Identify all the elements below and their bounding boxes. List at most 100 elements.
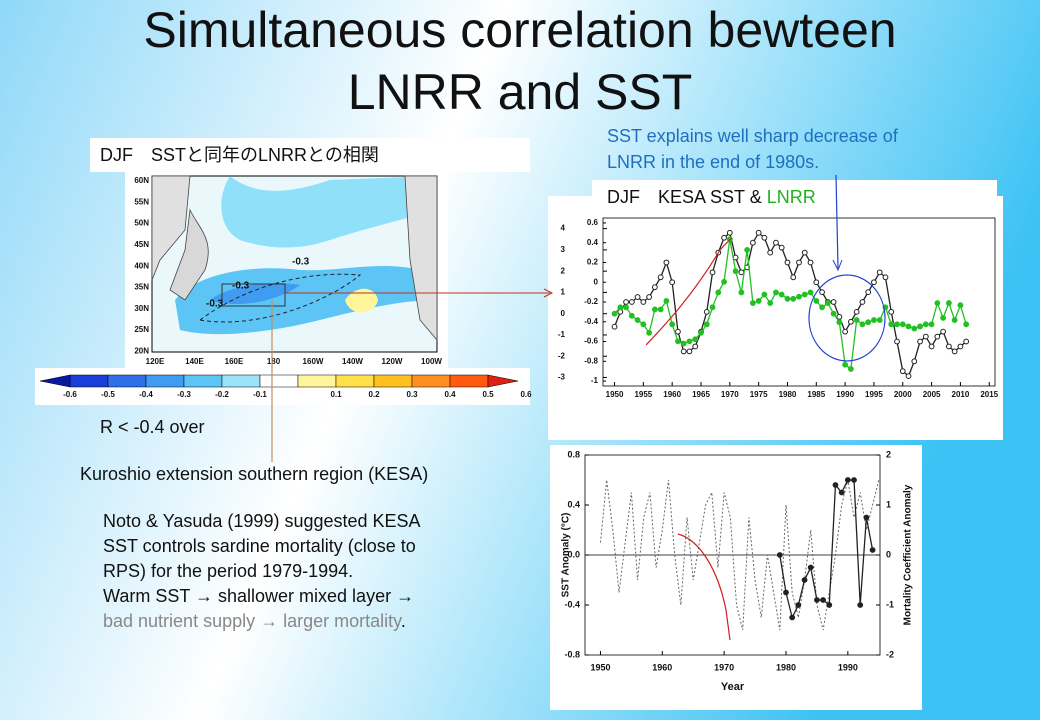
note-line: SST controls sardine mortality (close to <box>103 536 416 556</box>
series-point <box>628 299 635 305</box>
series-point <box>778 244 785 251</box>
series-point <box>838 489 845 496</box>
series-point <box>663 298 670 304</box>
series-point <box>657 274 664 281</box>
series-point <box>863 514 870 521</box>
series-point <box>784 259 791 266</box>
series-point <box>876 269 883 276</box>
series-point <box>721 278 727 285</box>
x-tick-label: 1980 <box>776 662 796 672</box>
series-point <box>813 298 820 304</box>
series-point <box>945 343 952 350</box>
series-point <box>859 321 866 328</box>
series-point <box>882 274 889 281</box>
series-point <box>871 279 877 286</box>
colorbar-end <box>487 374 519 388</box>
colorbar-segment <box>145 374 185 388</box>
note-line: RPS) for the period 1979-1994. <box>103 561 353 581</box>
series-point <box>755 298 762 304</box>
series-point <box>894 321 900 328</box>
annotation-marks <box>271 174 886 641</box>
colorbar-segment <box>259 374 299 388</box>
colorbar-label: 0.1 <box>330 390 342 399</box>
y2-tick-label: 0 <box>594 277 599 286</box>
series-point <box>795 602 802 608</box>
series-point <box>859 299 866 305</box>
note-line: Noto & Yasuda (1999) suggested KESA <box>103 511 421 531</box>
series-point <box>869 547 876 553</box>
x-tick-label: 1955 <box>634 390 652 399</box>
x-tick-label: 1960 <box>663 390 681 399</box>
lat-label: 55N <box>134 197 149 206</box>
series-point <box>801 577 808 583</box>
note-part: bad nutrient supply → larger mortality <box>103 611 402 631</box>
lon-label: 140E <box>185 357 204 366</box>
callout-line: LNRR in the end of 1980s. <box>607 152 819 172</box>
y2-tick-label: 0.2 <box>587 258 599 267</box>
series-point <box>940 315 947 321</box>
y2-tick-label: -0.2 <box>584 297 598 306</box>
y-tick-label: -1 <box>558 330 566 339</box>
series-point <box>801 291 808 298</box>
lat-label: 40N <box>134 261 149 270</box>
series-point <box>640 321 647 328</box>
series-point <box>617 304 624 311</box>
series-point <box>738 269 745 276</box>
series-point <box>680 348 687 355</box>
series-point <box>698 329 704 336</box>
series-point <box>830 310 837 317</box>
series-point <box>922 333 929 340</box>
lat-label: 30N <box>134 304 149 313</box>
series-point <box>790 274 797 281</box>
series-point <box>945 300 952 306</box>
y2-tick-label: 0 <box>886 549 891 559</box>
y-tick-label: 0.8 <box>567 449 580 459</box>
series-point <box>871 317 877 323</box>
series-point <box>807 259 814 266</box>
series-point <box>928 343 935 350</box>
series-point <box>830 299 837 305</box>
series-point <box>732 268 739 275</box>
series-point <box>651 306 658 313</box>
series-point <box>957 343 964 350</box>
colorbar-segment <box>183 374 223 388</box>
series-point <box>692 343 699 350</box>
x-tick-label: 2005 <box>923 390 941 399</box>
series-point <box>865 319 872 326</box>
colorbar-end <box>39 374 71 388</box>
contour-label: -0.3 <box>232 281 250 292</box>
series-point <box>680 340 687 347</box>
series-point <box>611 323 618 330</box>
series-point <box>767 249 774 256</box>
series-point <box>651 284 658 291</box>
series-point <box>646 294 653 300</box>
series-point <box>905 323 912 330</box>
colorbar-segment <box>297 374 337 388</box>
series-point <box>888 308 895 315</box>
series-point <box>796 293 802 300</box>
series-point <box>634 317 641 323</box>
contour-label: -0.3 <box>292 257 310 268</box>
series-point <box>783 589 789 596</box>
series-point <box>767 300 774 306</box>
series-point <box>819 304 825 311</box>
colorbar-label: -0.3 <box>177 390 191 399</box>
chart-panel <box>550 445 922 710</box>
note-line: Warm SST → shallower mixed layer → <box>103 586 414 606</box>
x-tick-label: 1970 <box>714 662 734 672</box>
y-tick-label: 0.0 <box>567 549 580 559</box>
series-point <box>832 482 839 488</box>
y2-tick-label: -0.8 <box>584 356 598 365</box>
lat-label: 20N <box>134 347 149 356</box>
y2-tick-label: -2 <box>886 649 894 659</box>
title-line: Simultaneous correlation bewteen <box>143 2 896 58</box>
series-point <box>826 602 833 608</box>
x-tick-label: 1950 <box>590 662 610 672</box>
colorbar-label: -0.6 <box>63 390 77 399</box>
x-tick-label: 1970 <box>721 390 739 399</box>
chart-title: DJF KESA SST & LNRR <box>607 187 816 207</box>
series-point <box>749 239 756 246</box>
series-point <box>888 321 895 328</box>
lat-label: 25N <box>134 325 149 334</box>
map-title-box <box>90 138 530 172</box>
